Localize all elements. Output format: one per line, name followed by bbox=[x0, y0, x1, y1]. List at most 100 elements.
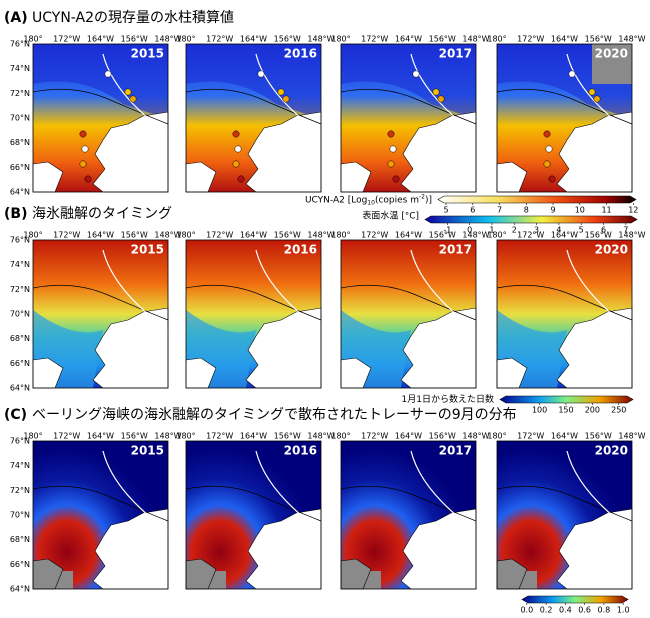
colorbar-tick-label: 1.0 bbox=[617, 606, 630, 615]
map-station bbox=[389, 145, 397, 153]
map-frame bbox=[32, 43, 169, 193]
year-label: 2016 bbox=[284, 444, 317, 458]
lon-label: 156°W bbox=[429, 231, 456, 240]
lon-label: 156°W bbox=[585, 432, 612, 441]
panel-title: ベーリング海峡の海氷融解のタイミングで散布されたトレーサーの9月の分布 bbox=[32, 407, 517, 423]
colorbar-tick-label: 0.8 bbox=[598, 606, 611, 615]
map-contour bbox=[32, 485, 169, 522]
lon-label: 180° bbox=[23, 432, 42, 441]
map-contour bbox=[185, 284, 322, 321]
map-panel bbox=[32, 43, 169, 193]
lon-label: 148°W bbox=[462, 35, 489, 44]
map-panel bbox=[496, 239, 633, 389]
lon-label: 172°W bbox=[517, 35, 544, 44]
colorbar-tick-label: 0.0 bbox=[520, 606, 533, 615]
map-no-data bbox=[592, 44, 632, 84]
map-station bbox=[543, 160, 551, 168]
colorbar-tick-label: 200 bbox=[585, 406, 600, 415]
lon-label: 164°W bbox=[87, 35, 114, 44]
map-contour bbox=[32, 284, 169, 321]
map-panel bbox=[185, 43, 322, 193]
year-label: 2016 bbox=[284, 243, 317, 257]
lat-label: 72°N bbox=[10, 89, 30, 98]
map-ice-edge bbox=[102, 249, 169, 331]
map-frame bbox=[185, 440, 322, 590]
map-station bbox=[282, 95, 290, 103]
colorbar-tick-label: 7 bbox=[497, 206, 502, 215]
lon-label: 180° bbox=[23, 35, 42, 44]
year-label: 2017 bbox=[439, 47, 472, 61]
map-panel bbox=[185, 239, 322, 389]
lon-label: 156°W bbox=[121, 35, 148, 44]
lon-label: 180° bbox=[331, 35, 350, 44]
lat-label: 68°N bbox=[10, 138, 30, 147]
lon-label: 148°W bbox=[154, 35, 181, 44]
year-label: 2017 bbox=[439, 243, 472, 257]
map-contour bbox=[340, 284, 477, 321]
map-station bbox=[237, 175, 245, 183]
lon-label: 148°W bbox=[618, 35, 645, 44]
colorbar-tick-label: 5 bbox=[579, 226, 584, 235]
panel-title: UCYN-A2の現存量の水柱積算値 bbox=[32, 10, 234, 26]
colorbar bbox=[424, 215, 638, 224]
lon-label: 172°W bbox=[361, 231, 388, 240]
colorbar-tick-label: 6 bbox=[470, 206, 475, 215]
colorbar-tick-label: 10 bbox=[575, 206, 585, 215]
map-station bbox=[593, 95, 601, 103]
year-label: 2020 bbox=[595, 47, 628, 61]
colorbar bbox=[437, 195, 637, 204]
map-panel bbox=[32, 440, 169, 590]
colorbar-label-part: )] bbox=[425, 195, 432, 205]
map-frame bbox=[32, 239, 169, 389]
lon-label: 180° bbox=[23, 231, 42, 240]
lon-label: 180° bbox=[176, 35, 195, 44]
lon-label: 172°W bbox=[206, 432, 233, 441]
lon-label: 156°W bbox=[121, 231, 148, 240]
map-contour bbox=[496, 485, 633, 522]
colorbar-tick-label: 1 bbox=[489, 226, 494, 235]
lon-label: 156°W bbox=[429, 432, 456, 441]
map-station bbox=[387, 160, 395, 168]
colorbar-tick-label: 0.2 bbox=[540, 606, 553, 615]
lon-label: 156°W bbox=[274, 35, 301, 44]
year-label: 2015 bbox=[131, 243, 164, 257]
lon-label: 148°W bbox=[462, 231, 489, 240]
lon-label: 180° bbox=[487, 35, 506, 44]
map-contour bbox=[496, 88, 633, 125]
map-frame bbox=[340, 43, 477, 193]
year-label: 2017 bbox=[439, 444, 472, 458]
lon-label: 164°W bbox=[395, 35, 422, 44]
map-frame bbox=[185, 239, 322, 389]
map-contour bbox=[496, 284, 633, 321]
map-station bbox=[129, 95, 137, 103]
lon-label: 164°W bbox=[240, 432, 267, 441]
map-frame bbox=[496, 239, 633, 389]
lat-label: 66°N bbox=[10, 359, 30, 368]
colorbar-tick-label: 4 bbox=[556, 226, 561, 235]
lon-label: 172°W bbox=[53, 231, 80, 240]
lat-label: 74°N bbox=[10, 260, 30, 269]
colorbar-label-part: (copies m bbox=[375, 195, 419, 205]
map-panel bbox=[496, 43, 633, 193]
colorbar-tick-label: 150 bbox=[558, 406, 573, 415]
year-label: 2015 bbox=[131, 444, 164, 458]
panel-label: (B) bbox=[4, 206, 27, 222]
colorbar-label: 表面水温 [°C] bbox=[362, 210, 419, 222]
lon-label: 148°W bbox=[307, 231, 334, 240]
colorbar-label-part: -2 bbox=[419, 193, 425, 200]
colorbar-tick-label: 2 bbox=[512, 226, 517, 235]
lat-label: 76°N bbox=[10, 40, 30, 49]
map-station bbox=[412, 70, 420, 78]
map-station bbox=[257, 70, 265, 78]
lon-label: 172°W bbox=[53, 35, 80, 44]
lon-label: 164°W bbox=[551, 35, 578, 44]
year-label: 2020 bbox=[595, 444, 628, 458]
colorbar-tick-label: 8 bbox=[524, 206, 529, 215]
lat-label: 64°N bbox=[10, 384, 30, 393]
lon-label: 156°W bbox=[429, 35, 456, 44]
lon-label: 164°W bbox=[87, 231, 114, 240]
lon-label: 156°W bbox=[274, 231, 301, 240]
lon-label: 148°W bbox=[154, 432, 181, 441]
lat-label: 70°N bbox=[10, 511, 30, 520]
